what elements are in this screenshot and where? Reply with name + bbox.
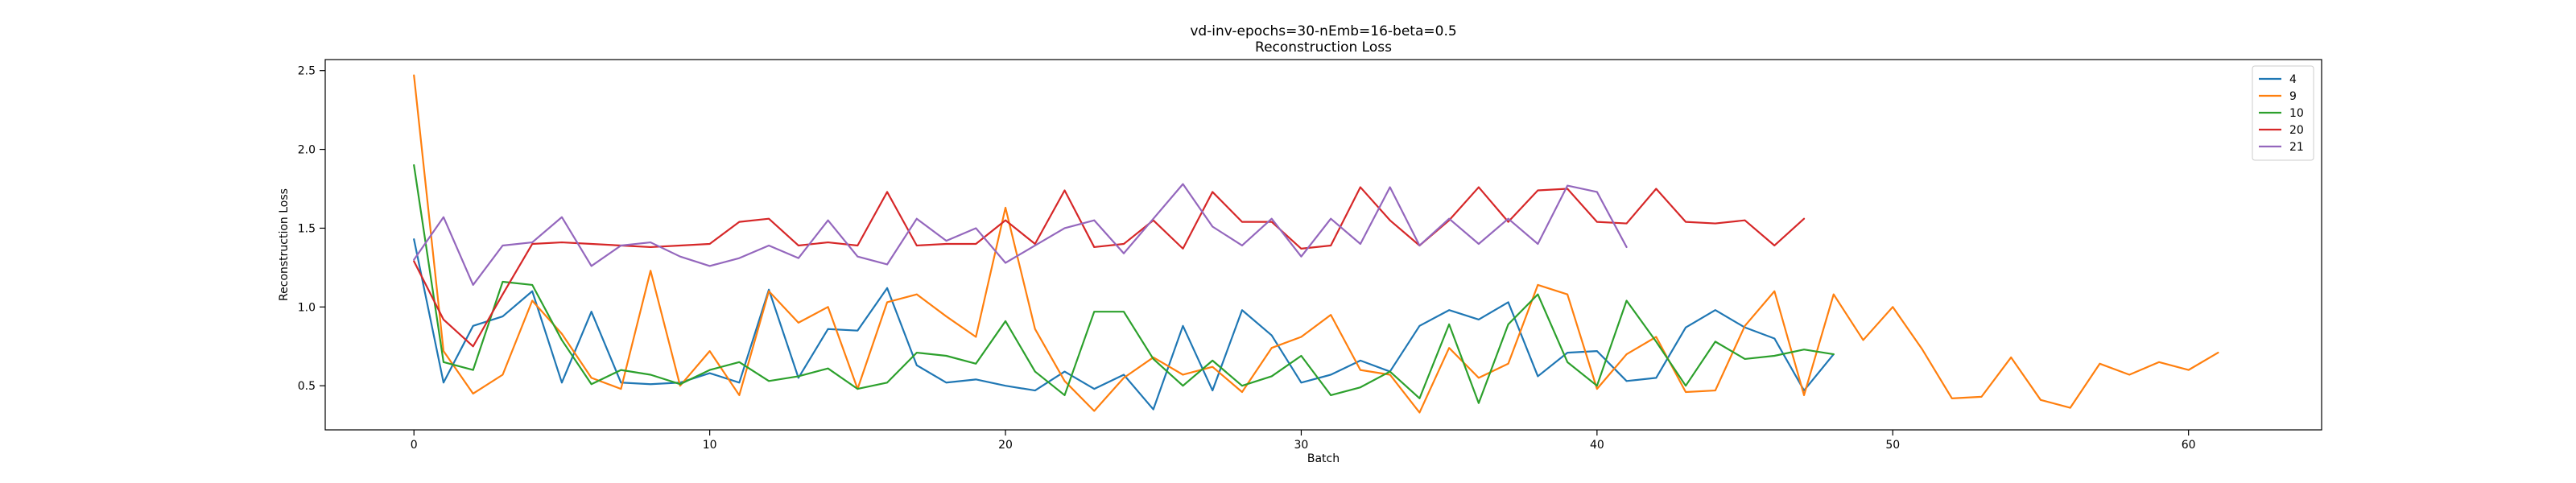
plot-area [324,59,2322,431]
plot-frame [324,59,2322,431]
x-tick-label: 50 [1885,439,1900,452]
y-tick-label: 1.5 [298,222,316,235]
x-tick-label: 30 [1294,439,1309,452]
x-axis: 0 10 20 30 40 50 60 [411,430,2196,452]
y-tick-label: 1.0 [298,301,316,314]
x-tick-label: 40 [1590,439,1604,452]
legend: 4 9 10 20 21 [2252,65,2314,161]
x-tick-label: 0 [411,439,418,452]
series-line-4 [413,238,1835,411]
x-tick-label: 10 [703,439,717,452]
legend-label-9: 9 [2289,90,2297,103]
y-tick-label: 2.0 [298,144,316,157]
series-line-21 [413,183,1628,287]
series-layer [413,74,2219,414]
legend-label-10: 10 [2289,107,2304,120]
y-axis: 0.5 1.0 1.5 2.0 2.5 [298,65,325,393]
y-tick-label: 2.5 [298,65,316,78]
legend-label-4: 4 [2289,73,2297,86]
legend-box [2252,65,2314,161]
y-tick-label: 0.5 [298,380,316,393]
x-tick-label: 60 [2182,439,2196,452]
y-axis-label: Reconstruction Loss [278,188,291,301]
plot-background [325,60,2322,430]
legend-label-21: 21 [2289,141,2304,154]
chart-subtitle: Reconstruction Loss [1255,39,1392,56]
x-axis-label: Batch [1307,452,1340,465]
series-line-10 [413,164,1835,404]
x-tick-label: 20 [998,439,1013,452]
chart-title: vd-inv-epochs=30-nEmb=16-beta=0.5 [1190,23,1456,39]
series-line-9 [413,74,2219,414]
legend-label-20: 20 [2289,124,2304,137]
series-line-20 [413,186,1806,348]
